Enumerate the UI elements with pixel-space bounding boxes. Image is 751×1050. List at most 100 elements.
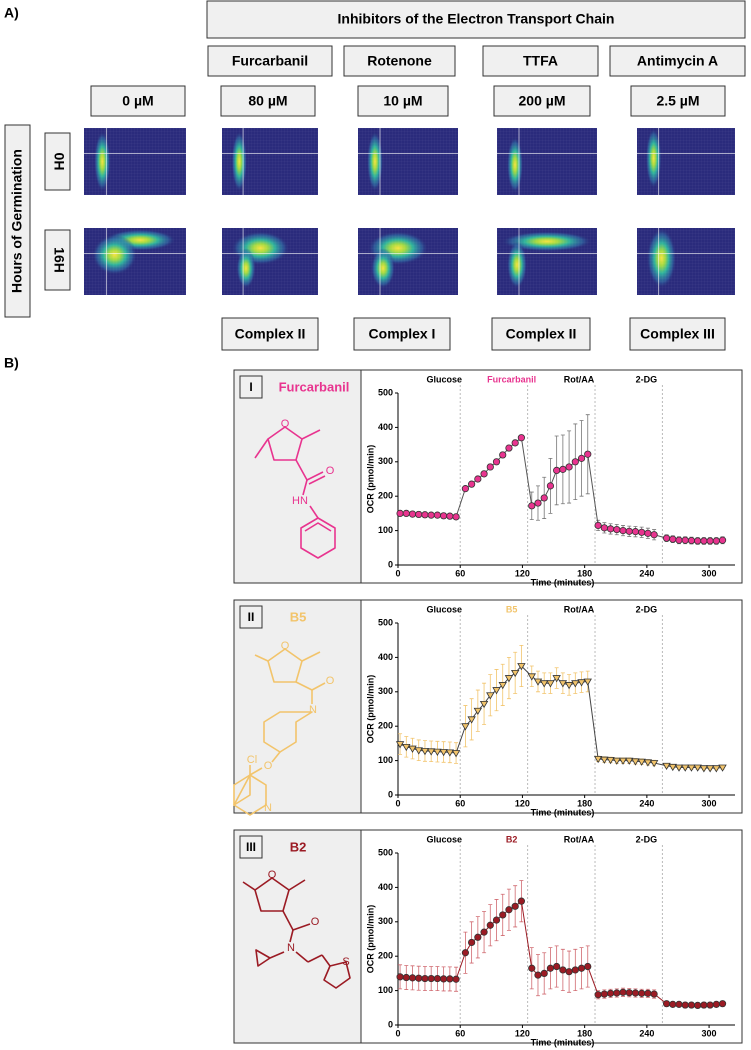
marker bbox=[694, 1001, 702, 1009]
target-box bbox=[221, 317, 319, 351]
atom: O bbox=[326, 675, 335, 687]
marker bbox=[492, 916, 501, 924]
marker bbox=[638, 989, 646, 997]
x-tick-label: 120 bbox=[515, 568, 530, 578]
numeral-box bbox=[239, 835, 263, 859]
y-tick-label: 0 bbox=[388, 559, 393, 569]
marker bbox=[600, 524, 608, 532]
x-axis-title: Time (minutes) bbox=[531, 1037, 595, 1047]
header: Inhibitors of the Electron Transport Cha… bbox=[338, 11, 615, 27]
target-box bbox=[491, 317, 591, 351]
panel-right bbox=[360, 599, 743, 814]
marker bbox=[606, 757, 615, 765]
marker bbox=[631, 758, 640, 766]
injection-label: B2 bbox=[506, 834, 518, 844]
atom: N bbox=[287, 942, 295, 954]
marker bbox=[600, 756, 609, 764]
marker bbox=[613, 989, 621, 997]
y-axis-title: OCR (pmol/min) bbox=[365, 905, 375, 974]
marker bbox=[700, 537, 708, 545]
panel-label: B) bbox=[4, 355, 19, 371]
panel-b: I Furcarbanil 0 100 200 300 400 500 0 60 120 180 240… bbox=[233, 369, 743, 1047]
marker bbox=[402, 973, 410, 982]
numeral: III bbox=[246, 840, 256, 854]
marker bbox=[396, 973, 404, 981]
inhibitor: TTFA bbox=[523, 53, 558, 69]
injection-label: Glucose bbox=[426, 374, 462, 384]
marker bbox=[644, 529, 652, 537]
numeral: II bbox=[248, 610, 255, 624]
concentration-box bbox=[493, 85, 591, 117]
marker bbox=[637, 758, 646, 766]
marker bbox=[415, 974, 423, 982]
marker bbox=[474, 475, 482, 483]
x-tick-label: 180 bbox=[577, 568, 592, 578]
atom: O bbox=[281, 418, 290, 430]
heatmap-grid bbox=[222, 228, 318, 295]
heatmap-grid bbox=[497, 128, 597, 195]
marker bbox=[669, 535, 677, 543]
marker bbox=[625, 989, 633, 997]
concentration: 10 µM bbox=[383, 93, 422, 109]
marker bbox=[584, 962, 592, 971]
x-axis-title: Time (minutes) bbox=[531, 577, 595, 587]
marker bbox=[540, 680, 549, 688]
marker bbox=[505, 444, 513, 452]
x-tick-label: 180 bbox=[577, 798, 592, 808]
marker bbox=[712, 537, 720, 545]
marker bbox=[415, 510, 423, 519]
marker bbox=[650, 531, 658, 539]
target-box bbox=[629, 317, 726, 351]
panel: III B2 0 100 200 300 400 500 0 60 120 180 240 300 Time… bbox=[233, 829, 743, 1047]
y-tick-label: 400 bbox=[378, 652, 393, 662]
panel-right bbox=[360, 829, 743, 1044]
atom: O bbox=[281, 640, 290, 652]
marker bbox=[439, 749, 448, 757]
heatmap-grid bbox=[637, 228, 735, 295]
marker bbox=[706, 537, 714, 545]
marker bbox=[511, 902, 519, 910]
inhibitor: Antimycin A bbox=[637, 53, 718, 69]
atom: O bbox=[311, 916, 320, 928]
injection-label: Rot/AA bbox=[564, 604, 595, 614]
marker bbox=[571, 458, 579, 466]
marker bbox=[687, 1001, 696, 1009]
marker bbox=[687, 536, 696, 545]
marker bbox=[492, 458, 501, 466]
inhibitor-box bbox=[482, 45, 599, 77]
marker bbox=[613, 525, 621, 534]
y-tick-label: 0 bbox=[388, 1019, 393, 1029]
x-tick-label: 300 bbox=[702, 798, 717, 808]
atom: S bbox=[342, 956, 349, 968]
x-tick-label: 120 bbox=[515, 798, 530, 808]
x-tick-label: 60 bbox=[455, 798, 465, 808]
structure bbox=[233, 648, 326, 816]
marker bbox=[600, 990, 608, 998]
marker bbox=[510, 669, 520, 678]
y-tick-label: 400 bbox=[378, 422, 393, 432]
marker bbox=[402, 743, 411, 752]
marker bbox=[446, 512, 454, 520]
marker bbox=[421, 974, 429, 983]
x-tick-label: 240 bbox=[639, 568, 654, 578]
injection-label: Glucose bbox=[426, 604, 462, 614]
panel-left bbox=[233, 369, 362, 584]
target: Complex III bbox=[640, 326, 715, 342]
marker bbox=[705, 765, 715, 773]
compound-name: B2 bbox=[290, 839, 307, 854]
marker bbox=[452, 975, 460, 983]
marker bbox=[558, 680, 568, 688]
inhibitor: Furcarbanil bbox=[232, 53, 308, 69]
marker bbox=[486, 921, 494, 929]
atom: HN bbox=[292, 495, 308, 507]
marker bbox=[546, 482, 555, 490]
heatmap-grid bbox=[358, 128, 458, 195]
x-tick-label: 300 bbox=[702, 568, 717, 578]
marker bbox=[467, 716, 476, 724]
marker bbox=[559, 966, 567, 974]
y-tick-label: 100 bbox=[378, 755, 393, 765]
inhibitor-box bbox=[207, 45, 333, 77]
atom: N bbox=[264, 802, 272, 814]
marker bbox=[606, 989, 615, 997]
marker bbox=[546, 964, 555, 972]
